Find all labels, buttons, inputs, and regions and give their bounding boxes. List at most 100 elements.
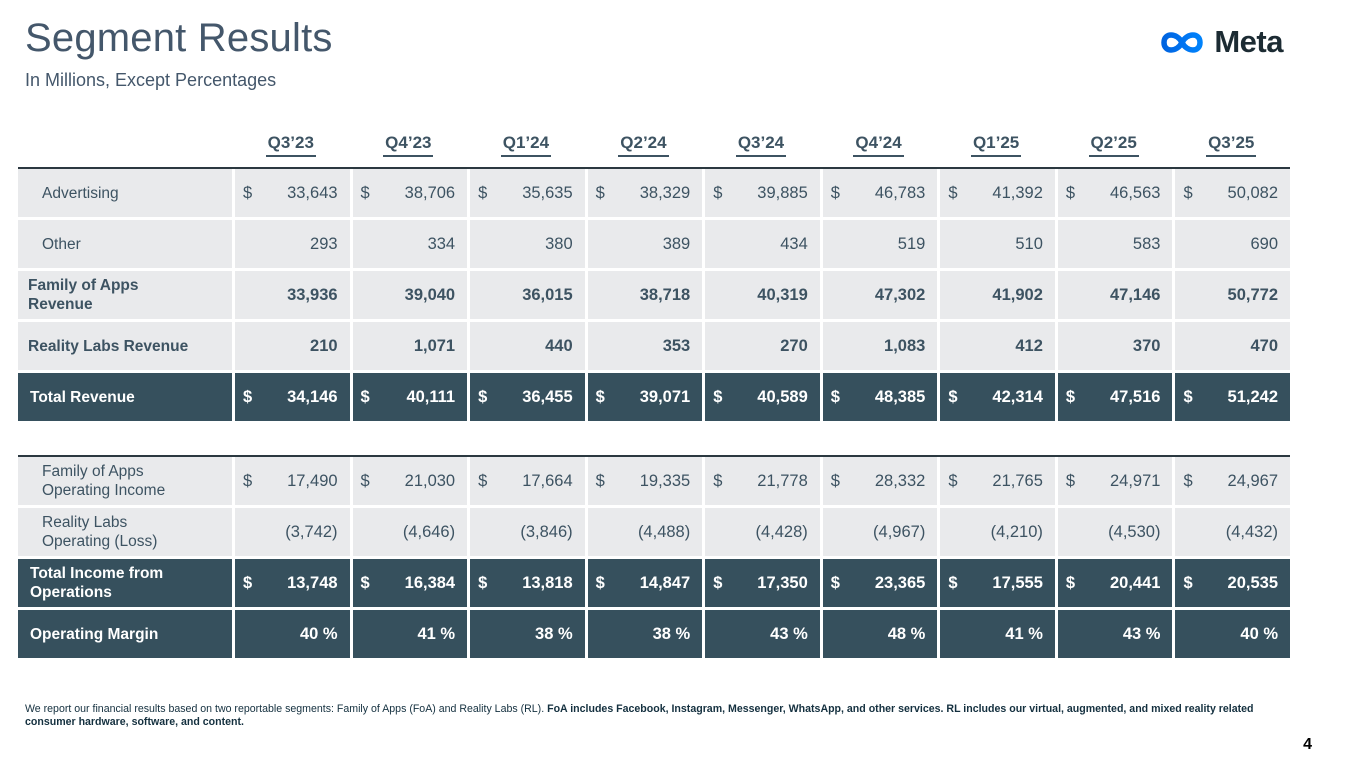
table-cell: 1,083 — [819, 322, 938, 370]
cell-value: 440 — [545, 336, 573, 355]
cell-value: 412 — [1015, 336, 1043, 355]
cell-value: 353 — [662, 336, 691, 355]
footnote-bold-text: FoA includes Facebook, Instagram, Messen… — [25, 703, 1254, 728]
table-cell: 353 — [584, 322, 703, 370]
cell-value: 36,455 — [522, 387, 573, 406]
cell-value: 46,783 — [874, 183, 926, 202]
cell-value: 46,563 — [1109, 183, 1161, 202]
cell-value: 370 — [1132, 336, 1161, 355]
dollar-sign: $ — [1065, 183, 1076, 202]
table-cell: 690 — [1172, 220, 1290, 268]
cell-value: (4,530) — [1108, 522, 1161, 541]
cell-value: 41 % — [417, 624, 456, 643]
table-cell: 370 — [1054, 322, 1173, 370]
table-cell: (4,646) — [349, 508, 468, 556]
table-cell: $17,555 — [937, 559, 1055, 607]
table-cell: 210 — [232, 322, 350, 370]
cell-value: 38 % — [535, 624, 573, 643]
cell-value: 40,111 — [406, 387, 456, 406]
table-row: Total Revenue $34,146 $40,111 $36,455 $39,07… — [18, 373, 1290, 421]
cell-value: 39,071 — [639, 387, 691, 406]
table-cell: 43 % — [702, 610, 820, 658]
dollar-sign: $ — [595, 573, 605, 592]
cell-value: 38,706 — [404, 183, 456, 202]
table-cell: 41,902 — [937, 271, 1055, 319]
dollar-sign: $ — [595, 471, 605, 490]
cell-value: 1,083 — [884, 336, 926, 355]
column-header-1: Q3’23 — [232, 133, 350, 157]
table-cell: 40 % — [232, 610, 350, 658]
table-cell: 380 — [467, 220, 585, 268]
dollar-sign: $ — [830, 183, 840, 202]
table-cell: $13,748 — [232, 559, 350, 607]
column-headers: Q3’23 Q4’23 Q1’24 Q2’24 Q3’24 Q4’24 Q1’25 Q2’25… — [18, 133, 1290, 157]
row-label: Reality Labs Operating (Loss) — [18, 508, 232, 556]
table-cell: 38 % — [584, 610, 703, 658]
row-label: Advertising — [18, 169, 232, 217]
cell-value: 270 — [780, 336, 808, 355]
column-header-5: Q3’24 — [702, 133, 820, 157]
table-cell: $47,516 — [1054, 373, 1173, 421]
table-cell: 434 — [702, 220, 820, 268]
table-cell: 440 — [467, 322, 585, 370]
dollar-sign: $ — [243, 387, 253, 406]
cell-value: 39,885 — [757, 183, 808, 202]
dollar-sign: $ — [360, 387, 370, 406]
cell-value: 380 — [545, 234, 573, 253]
table-cell: $28,332 — [819, 457, 938, 505]
cell-value: 17,555 — [992, 573, 1043, 592]
table-cell: 47,146 — [1054, 271, 1173, 319]
cell-value: 33,936 — [287, 285, 338, 304]
dollar-sign: $ — [1183, 183, 1193, 202]
table-cell: $42,314 — [937, 373, 1055, 421]
cell-value: 41,392 — [992, 183, 1043, 202]
cell-value: 36,015 — [522, 285, 573, 304]
table-cell: $38,706 — [349, 169, 468, 217]
cell-value: 17,490 — [287, 471, 338, 490]
row-label: Total Revenue — [18, 373, 232, 421]
cell-value: 293 — [310, 234, 338, 253]
cell-value: 24,967 — [1227, 471, 1278, 490]
table-cell: $41,392 — [937, 169, 1055, 217]
cell-value: 210 — [310, 336, 338, 355]
table-cell: 41 % — [349, 610, 468, 658]
cell-value: 41 % — [1005, 624, 1043, 643]
row-label: Reality Labs Revenue — [18, 322, 232, 370]
table-cell: $23,365 — [819, 559, 938, 607]
dollar-sign: $ — [948, 573, 958, 592]
table-cell: $50,082 — [1172, 169, 1290, 217]
table-cell: (3,846) — [467, 508, 585, 556]
page-number: 4 — [1303, 736, 1312, 753]
dollar-sign: $ — [595, 387, 605, 406]
page-title: Segment Results — [25, 16, 333, 60]
table-cell: $33,643 — [232, 169, 350, 217]
table-cell: (4,530) — [1054, 508, 1173, 556]
cell-value: (4,428) — [755, 522, 808, 541]
table-cell: $20,441 — [1054, 559, 1173, 607]
revenue-table: Advertising $33,643 $38,706 $35,635 $38,329 $… — [18, 167, 1290, 421]
dollar-sign: $ — [948, 471, 958, 490]
cell-value: 21,765 — [992, 471, 1043, 490]
cell-value: 334 — [427, 234, 456, 253]
cell-value: 47,146 — [1109, 285, 1161, 304]
dollar-sign: $ — [713, 183, 723, 202]
dollar-sign: $ — [243, 573, 253, 592]
table-cell: 43 % — [1054, 610, 1173, 658]
cell-value: 21,030 — [404, 471, 456, 490]
table-cell: $46,783 — [819, 169, 938, 217]
table-cell: (4,967) — [819, 508, 938, 556]
dollar-sign: $ — [830, 387, 840, 406]
cell-value: 40 % — [299, 624, 338, 643]
cell-value: 39,040 — [404, 285, 456, 304]
table-cell: $14,847 — [584, 559, 703, 607]
operating-income-table: Family of Apps Operating Income $17,490 $21… — [18, 455, 1290, 658]
cell-value: 21,778 — [757, 471, 808, 490]
cell-value: (3,742) — [285, 522, 338, 541]
dollar-sign: $ — [595, 183, 605, 202]
table-cell: 40,319 — [702, 271, 820, 319]
table-cell: $21,030 — [349, 457, 468, 505]
table-cell: $39,885 — [702, 169, 820, 217]
meta-wordmark: Meta — [1214, 24, 1283, 59]
cell-value: 28,332 — [874, 471, 926, 490]
table-cell: $40,111 — [349, 373, 468, 421]
